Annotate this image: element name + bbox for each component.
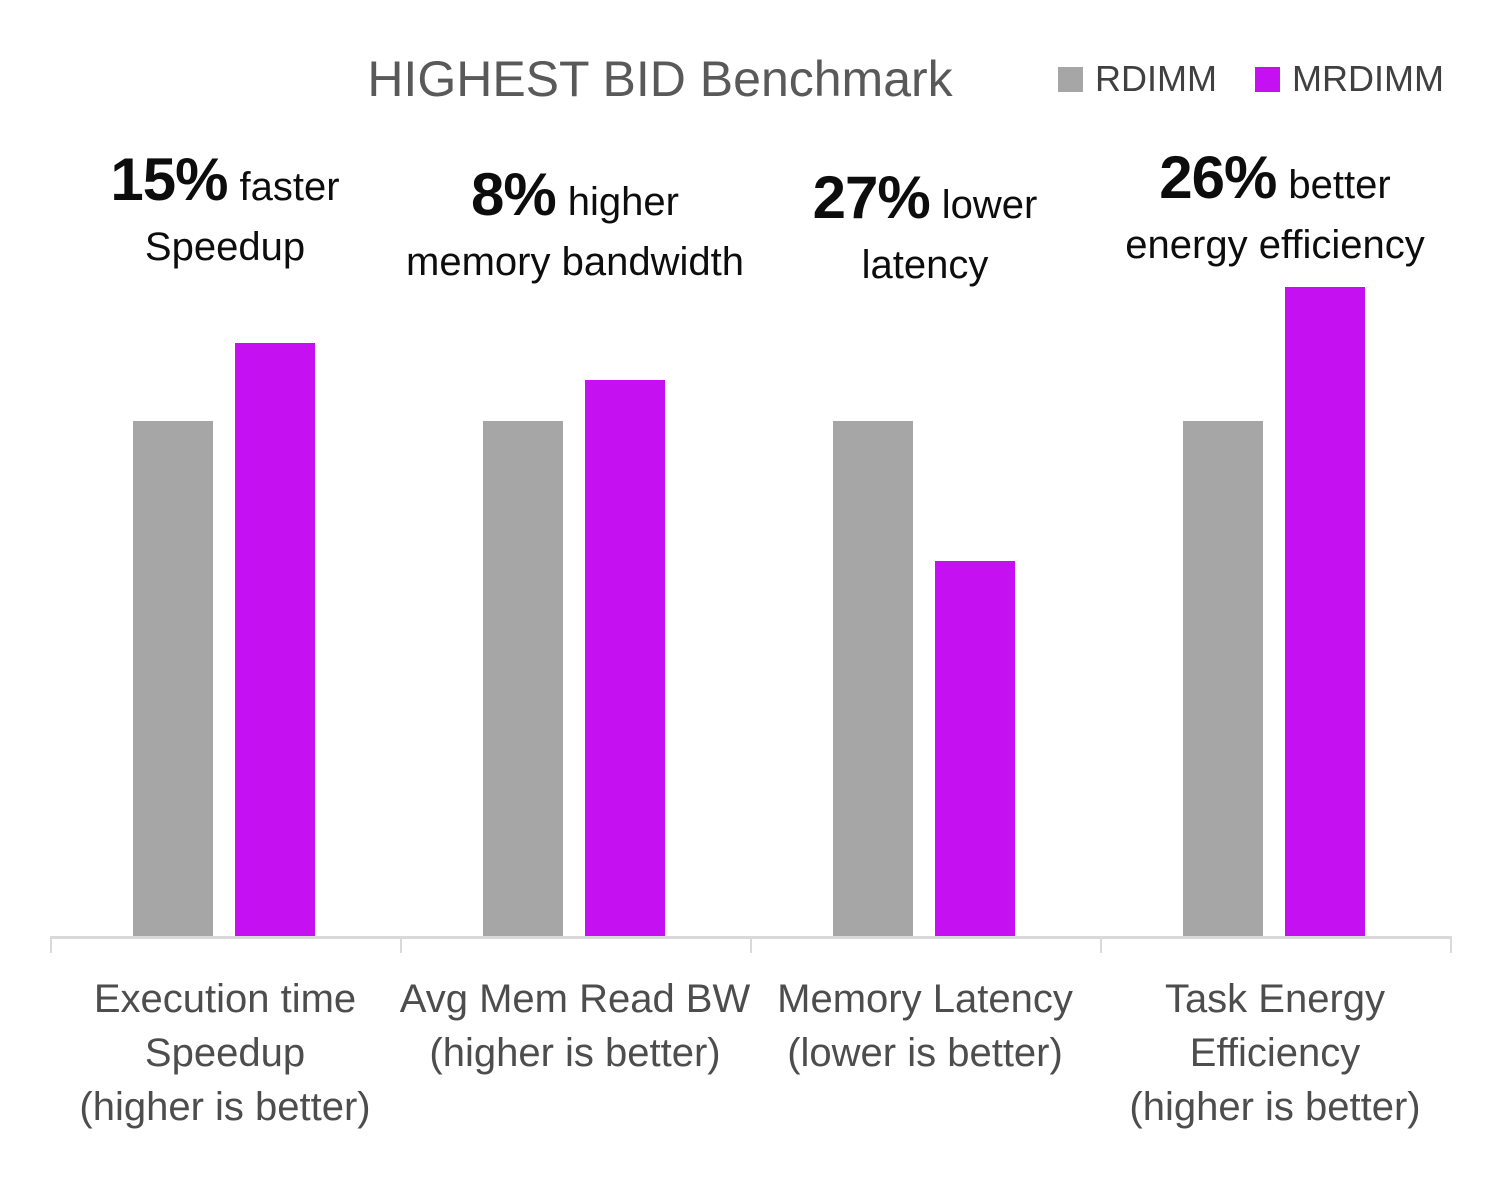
annotation-line2: memory bandwidth <box>406 240 744 284</box>
legend-label-rdimm: RDIMM <box>1095 58 1217 99</box>
x-axis-label-line: Efficiency <box>1189 1031 1361 1075</box>
bar-rdimm-4 <box>1183 421 1263 938</box>
x-axis-tick <box>50 936 52 953</box>
annotation-line1: 27% lower <box>735 168 1115 228</box>
x-axis-label-line: Execution time <box>93 977 357 1021</box>
x-axis-label-line: (higher is better) <box>79 1085 371 1129</box>
annotation-line2: latency <box>861 243 989 287</box>
legend-label-mrdimm: MRDIMM <box>1291 58 1444 99</box>
legend-swatch-rdimm-icon <box>1058 66 1083 92</box>
bar-rdimm-2 <box>483 421 563 938</box>
annotation-line1: 26% better <box>1085 148 1465 208</box>
bar-mrdimm-4 <box>1285 287 1365 938</box>
x-axis-label-3: Memory Latency (lower is better) <box>740 972 1110 1080</box>
annotation-line1: 15% faster <box>35 150 415 210</box>
x-axis-tick <box>1100 936 1102 953</box>
x-axis-label-line: Speedup <box>144 1031 306 1075</box>
x-axis-label-line: (higher is better) <box>1129 1085 1421 1129</box>
x-axis-label-line: Memory Latency <box>777 977 1073 1021</box>
bar-rdimm-1 <box>133 421 213 938</box>
bar-mrdimm-1 <box>235 343 315 938</box>
legend-item-mrdimm: MRDIMM <box>1254 58 1444 100</box>
x-axis-tick <box>1450 936 1452 953</box>
annotation-value: 15% <box>110 146 228 213</box>
annotation-value: 26% <box>1159 144 1277 211</box>
annotation-2: 8% higher memory bandwidth <box>385 165 765 284</box>
x-axis-label-line: (lower is better) <box>787 1031 1063 1075</box>
annotation-qualifier: faster <box>239 165 340 209</box>
annotation-value: 27% <box>812 164 931 231</box>
legend-item-rdimm: RDIMM <box>1058 58 1217 100</box>
annotation-value: 8% <box>471 161 557 228</box>
annotation-line1: 8% higher <box>385 165 765 225</box>
annotation-3: 27% lower latency <box>735 168 1115 287</box>
annotation-line2: Speedup <box>144 225 306 269</box>
annotation-qualifier: lower <box>941 183 1038 227</box>
x-axis-label-line: Avg Mem Read BW <box>399 977 751 1021</box>
annotation-qualifier: better <box>1288 163 1391 207</box>
x-axis-tick <box>400 936 402 953</box>
legend: RDIMM MRDIMM <box>1058 58 1444 100</box>
annotation-line2: energy efficiency <box>1125 223 1425 267</box>
x-axis-label-4: Task Energy Efficiency (higher is better) <box>1090 972 1460 1134</box>
annotation-1: 15% faster Speedup <box>35 150 415 269</box>
x-axis-label-1: Execution time Speedup (higher is better) <box>40 972 410 1134</box>
bar-mrdimm-2 <box>585 380 665 938</box>
x-axis-label-line: (higher is better) <box>429 1031 721 1075</box>
chart-title: HIGHEST BID Benchmark <box>367 51 953 107</box>
x-axis-label-2: Avg Mem Read BW (higher is better) <box>390 972 760 1080</box>
x-axis-label-line: Task Energy <box>1164 977 1386 1021</box>
x-axis-tick <box>750 936 752 953</box>
bar-rdimm-3 <box>833 421 913 938</box>
annotation-qualifier: higher <box>567 180 679 224</box>
bar-mrdimm-3 <box>935 561 1015 938</box>
legend-swatch-mrdimm-icon <box>1254 66 1280 92</box>
annotation-4: 26% better energy efficiency <box>1085 148 1465 267</box>
